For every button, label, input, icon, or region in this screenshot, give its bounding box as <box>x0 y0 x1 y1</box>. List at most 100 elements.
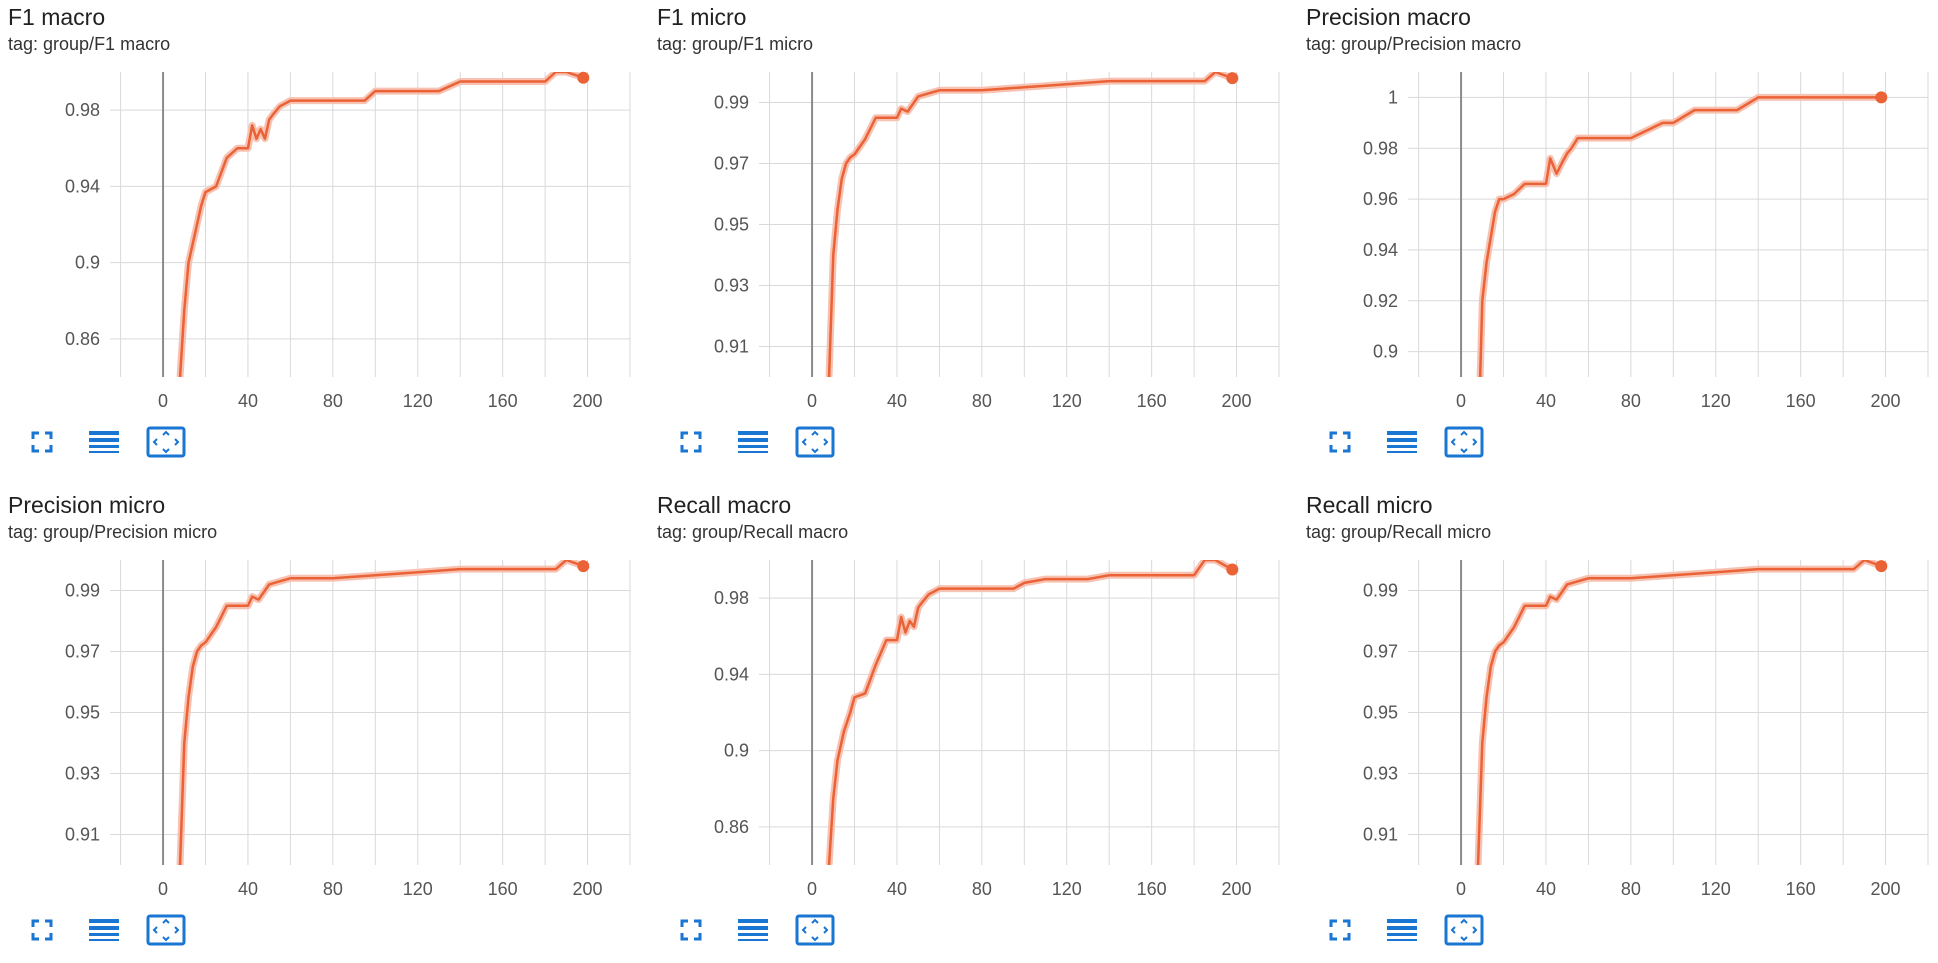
fullscreen-icon <box>31 919 53 941</box>
y-tick-label: 0.98 <box>65 100 100 120</box>
x-tick-label: 40 <box>887 391 907 411</box>
series-end-point[interactable] <box>1875 560 1888 573</box>
fit-domain-button[interactable] <box>146 425 186 459</box>
series-end-point[interactable] <box>1226 563 1239 576</box>
x-tick-label: 120 <box>1701 879 1731 899</box>
card-title: F1 macro <box>8 4 106 30</box>
series-line <box>827 560 1233 865</box>
chart-toolbar <box>671 913 835 947</box>
fullscreen-button[interactable] <box>671 425 711 459</box>
y-tick-label: 0.97 <box>65 642 100 662</box>
card-tag: tag: group/Precision macro <box>1306 34 1522 54</box>
y-tick-label: 0.91 <box>1363 825 1398 845</box>
x-tick-label: 160 <box>488 879 518 899</box>
series-end-point[interactable] <box>1875 91 1888 104</box>
toggle-lines-button[interactable] <box>84 425 124 459</box>
y-tick-label: 0.93 <box>1363 764 1398 784</box>
fit-domain-button[interactable] <box>1444 913 1484 947</box>
chart-card-f1-macro: F1 macro tag: group/F1 macro 0.86 0.9 0.94… <box>0 0 640 475</box>
chart-toolbar <box>22 913 186 947</box>
x-tick-label: 160 <box>488 391 518 411</box>
toggle-lines-button[interactable] <box>84 913 124 947</box>
fullscreen-button[interactable] <box>1320 913 1360 947</box>
x-tick-label: 40 <box>238 391 258 411</box>
x-tick-label: 200 <box>1222 391 1252 411</box>
fit-domain-button[interactable] <box>795 425 835 459</box>
series-line <box>1478 96 1882 377</box>
toggle-lines-button[interactable] <box>1382 425 1422 459</box>
fit-domain-icon <box>795 426 835 458</box>
x-tick-label: 160 <box>1786 879 1816 899</box>
toggle-lines-button[interactable] <box>733 425 773 459</box>
x-tick-label: 0 <box>807 879 817 899</box>
lines-icon <box>738 919 768 941</box>
fullscreen-button[interactable] <box>1320 425 1360 459</box>
y-tick-label: 0.91 <box>714 337 749 357</box>
card-title: F1 micro <box>657 4 747 30</box>
x-tick-label: 0 <box>807 391 817 411</box>
fullscreen-button[interactable] <box>671 913 711 947</box>
line-chart[interactable]: 0.91 0.93 0.95 0.97 0.99 0 40 80 120 160 200 <box>649 62 1289 422</box>
chart-card-recall-micro: Recall micro tag: group/Recall micro 0.9… <box>1298 488 1938 963</box>
card-tag: tag: group/F1 macro <box>8 34 171 54</box>
lines-icon <box>89 431 119 453</box>
x-tick-label: 200 <box>573 879 603 899</box>
x-tick-label: 200 <box>1222 879 1252 899</box>
y-tick-label: 0.95 <box>714 215 749 235</box>
series-line <box>827 72 1233 377</box>
x-tick-label: 160 <box>1137 879 1167 899</box>
y-tick-label: 0.9 <box>1373 342 1398 362</box>
x-tick-label: 200 <box>1871 391 1901 411</box>
series-end-point[interactable] <box>577 560 590 573</box>
x-tick-label: 120 <box>1052 391 1082 411</box>
series-end-point[interactable] <box>1226 72 1239 85</box>
series-end-point[interactable] <box>577 71 590 84</box>
fit-domain-icon <box>146 914 186 946</box>
fit-domain-icon <box>795 914 835 946</box>
fullscreen-button[interactable] <box>22 425 62 459</box>
series-line-raw <box>1476 93 1882 377</box>
fit-domain-button[interactable] <box>795 913 835 947</box>
y-tick-label: 0.96 <box>1363 189 1398 209</box>
line-chart[interactable]: 0.91 0.93 0.95 0.97 0.99 0 40 80 120 160 200 <box>1298 550 1938 910</box>
fit-domain-icon <box>1444 914 1484 946</box>
card-tag: tag: group/Recall macro <box>657 522 849 542</box>
line-chart[interactable]: 0.9 0.92 0.94 0.96 0.98 1 0 40 80 120 160 200 <box>1298 62 1938 422</box>
y-tick-label: 0.91 <box>65 825 100 845</box>
fullscreen-button[interactable] <box>22 913 62 947</box>
card-tag: tag: group/F1 micro <box>657 34 814 54</box>
fit-domain-button[interactable] <box>1444 425 1484 459</box>
x-tick-label: 40 <box>238 879 258 899</box>
fullscreen-icon <box>31 431 53 453</box>
line-chart[interactable]: 0.86 0.9 0.94 0.98 0 40 80 120 160 200 <box>649 550 1289 910</box>
chart-toolbar <box>1320 425 1484 459</box>
fit-domain-button[interactable] <box>146 913 186 947</box>
x-tick-label: 120 <box>1052 879 1082 899</box>
y-tick-label: 0.99 <box>714 93 749 113</box>
toggle-lines-button[interactable] <box>1382 913 1422 947</box>
y-tick-label: 0.98 <box>714 588 749 608</box>
chart-card-precision-macro: Precision macro tag: group/Precision mac… <box>1298 0 1938 475</box>
x-tick-label: 120 <box>403 391 433 411</box>
x-tick-label: 120 <box>403 879 433 899</box>
x-tick-label: 160 <box>1786 391 1816 411</box>
x-tick-label: 40 <box>1536 879 1556 899</box>
y-tick-label: 0.99 <box>65 581 100 601</box>
series-line <box>178 72 584 377</box>
y-tick-label: 0.95 <box>1363 703 1398 723</box>
x-tick-label: 200 <box>1871 879 1901 899</box>
x-tick-label: 80 <box>323 391 343 411</box>
chart-card-recall-macro: Recall macro tag: group/Recall macro 0.8… <box>649 488 1289 963</box>
y-tick-label: 0.92 <box>1363 291 1398 311</box>
fullscreen-icon <box>680 431 702 453</box>
line-chart[interactable]: 0.86 0.9 0.94 0.98 0 40 80 120 160 200 <box>0 62 640 422</box>
lines-icon <box>89 919 119 941</box>
x-tick-label: 120 <box>1701 391 1731 411</box>
y-tick-label: 0.97 <box>1363 642 1398 662</box>
y-tick-label: 0.94 <box>65 176 100 196</box>
card-title: Precision macro <box>1306 4 1471 30</box>
line-chart[interactable]: 0.91 0.93 0.95 0.97 0.99 0 40 80 120 160 200 <box>0 550 640 910</box>
toggle-lines-button[interactable] <box>733 913 773 947</box>
y-tick-label: 0.95 <box>65 703 100 723</box>
